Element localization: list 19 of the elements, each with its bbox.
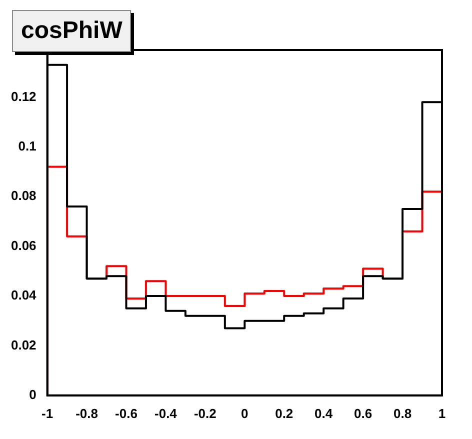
y-tick-label: 0.12 (10, 88, 36, 104)
x-tick-label: -0.8 (76, 406, 98, 421)
y-tick-label: 0.02 (10, 337, 36, 352)
x-tick-label: 1 (438, 406, 446, 421)
chart-title: cosPhiW (12, 10, 132, 52)
y-tick-label: 0.06 (10, 238, 36, 253)
x-tick-label: 0.4 (314, 406, 334, 421)
y-tick-label: 0.08 (10, 188, 36, 204)
y-tick-label: 0 (29, 386, 36, 402)
x-tick-label: 0.8 (393, 406, 412, 421)
x-tick-label: -0.4 (154, 406, 178, 421)
x-tick-label: -0.6 (115, 406, 138, 421)
x-tick-label: 0.2 (275, 406, 294, 421)
x-tick-label: 0.6 (354, 406, 372, 421)
y-tick-label: 0.04 (10, 288, 38, 303)
x-tick-label: -0.2 (194, 406, 216, 421)
x-tick-label: -1 (42, 406, 54, 421)
x-tick-label: 0 (241, 406, 248, 421)
y-tick-label: 0.1 (18, 138, 36, 154)
